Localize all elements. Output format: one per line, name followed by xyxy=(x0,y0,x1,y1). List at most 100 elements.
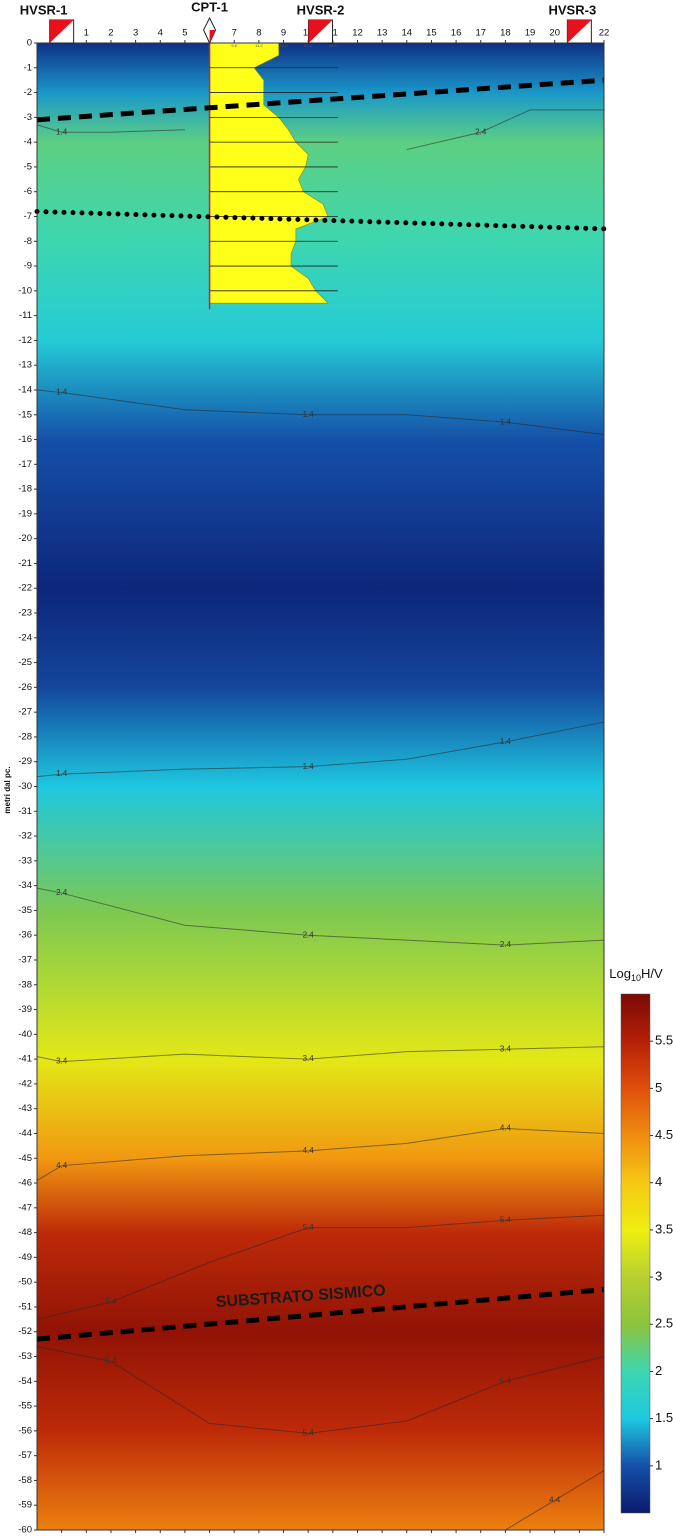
colorbar-title-end: H/V xyxy=(641,966,663,981)
y-tick-label: -19 xyxy=(18,508,32,519)
colorbar-tick-label: 2.5 xyxy=(655,1316,673,1331)
cpt-tick-label: 22.4 xyxy=(304,43,313,48)
y-tick-label: -17 xyxy=(18,459,32,470)
y-tick-label: -24 xyxy=(18,632,32,643)
contour-line xyxy=(36,389,605,436)
cpt-marker-fill xyxy=(209,30,216,43)
colorbar-tick-label: 4.5 xyxy=(655,1127,673,1142)
contour-label: 3.4 xyxy=(56,1057,68,1066)
x-tick-label: 16 xyxy=(451,28,462,39)
cpt-tick-label: 11.2 xyxy=(255,43,263,48)
contour-label: 4.4 xyxy=(303,1146,315,1155)
y-tick-label: -20 xyxy=(18,533,32,544)
y-tick-label: -60 xyxy=(18,1525,32,1536)
contour-label: 5.4 xyxy=(303,1428,315,1437)
contour-label: 3.4 xyxy=(500,1044,512,1053)
contour-label: 1.4 xyxy=(500,737,512,746)
hvsr-marker-flag xyxy=(308,20,333,43)
x-tick-label: 8 xyxy=(256,28,261,39)
y-tick-label: -45 xyxy=(18,1153,32,1164)
y-tick-label: -57 xyxy=(18,1450,32,1461)
y-tick-label: -35 xyxy=(18,905,32,916)
y-tick-label: -4 xyxy=(24,137,32,148)
y-tick-label: -18 xyxy=(18,484,32,495)
field-band xyxy=(37,687,604,787)
field-band xyxy=(37,910,604,1060)
x-tick-label: 9 xyxy=(281,28,286,39)
contour-label: 1.4 xyxy=(56,388,68,397)
y-tick-label: -37 xyxy=(18,954,32,965)
y-tick-label: -48 xyxy=(18,1227,32,1238)
y-tick-label: -29 xyxy=(18,756,32,767)
contour-label: 3.4 xyxy=(303,1054,315,1063)
y-tick-label: -21 xyxy=(18,558,32,569)
y-tick-label: -52 xyxy=(18,1326,32,1337)
x-tick-label: 1 xyxy=(84,28,89,39)
colorbar-title-main: Log xyxy=(609,966,631,981)
y-tick-label: -2 xyxy=(24,87,32,98)
y-tick-label: -12 xyxy=(18,335,32,346)
y-tick-label: -59 xyxy=(18,1500,32,1511)
y-tick-label: -36 xyxy=(18,930,32,941)
y-tick-label: -39 xyxy=(18,1004,32,1015)
y-tick-label: -49 xyxy=(18,1252,32,1263)
y-tick-label: -10 xyxy=(18,285,32,296)
marker-label: CPT-1 xyxy=(191,0,228,14)
colorbar-tick-label: 1 xyxy=(655,1457,662,1472)
y-tick-label: -28 xyxy=(18,731,32,742)
y-tick-label: -7 xyxy=(24,211,32,222)
x-tick-label: 12 xyxy=(352,28,363,39)
contour-label: 1.4 xyxy=(500,417,512,426)
y-tick-label: -43 xyxy=(18,1103,32,1114)
y-tick-label: 0 xyxy=(27,38,32,49)
contour-label: 4.4 xyxy=(500,1124,512,1133)
x-tick-label: 19 xyxy=(525,28,536,39)
y-tick-label: -54 xyxy=(18,1376,32,1387)
x-tick-label: 20 xyxy=(549,28,560,39)
contour-line xyxy=(36,1346,605,1434)
y-tick-label: -1 xyxy=(24,62,32,73)
y-tick-label: -55 xyxy=(18,1401,32,1412)
colorbar-title: Log10H/V xyxy=(609,966,663,983)
colorbar-tick-label: 4 xyxy=(655,1174,662,1189)
contour-line xyxy=(36,721,605,778)
y-tick-label: -53 xyxy=(18,1351,32,1362)
y-tick-label: -23 xyxy=(18,608,32,619)
y-tick-label: -14 xyxy=(18,384,32,395)
contour-label: 5.4 xyxy=(500,1215,512,1224)
cpt-tick-label: 16.8 xyxy=(280,43,289,48)
y-tick-label: -27 xyxy=(18,707,32,718)
y-axis-label: metri dal pc. xyxy=(3,766,12,813)
contour-line xyxy=(36,1046,605,1063)
y-tick-label: -56 xyxy=(18,1425,32,1436)
y-tick-label: -44 xyxy=(18,1128,32,1139)
contour-label: 5.4 xyxy=(303,1223,315,1232)
y-tick-label: -31 xyxy=(18,806,32,817)
colorbar-tick-label: 3 xyxy=(655,1269,662,1284)
y-tick-label: -9 xyxy=(24,261,32,272)
y-tick-label: -8 xyxy=(24,236,32,247)
marker-label: HVSR-2 xyxy=(297,2,345,17)
x-tick-label: 22 xyxy=(599,28,610,39)
marker-label: HVSR-1 xyxy=(20,2,68,17)
contour-label: 4.4 xyxy=(56,1161,68,1170)
colorbar-tick-label: 5 xyxy=(655,1080,662,1095)
contour-label: 2.4 xyxy=(500,940,512,949)
field-band xyxy=(37,439,604,589)
y-tick-label: -50 xyxy=(18,1277,32,1288)
contour-label: 1.4 xyxy=(56,769,68,778)
marker-label: HVSR-3 xyxy=(549,2,597,17)
contour-label: 2.4 xyxy=(475,127,487,136)
y-tick-label: -30 xyxy=(18,781,32,792)
y-tick-label: -34 xyxy=(18,880,32,891)
colorbar-tick-label: 1.5 xyxy=(655,1410,673,1425)
contour-label: 5.4 xyxy=(500,1376,512,1385)
field-band xyxy=(37,340,604,441)
field-band xyxy=(37,588,604,688)
cpt-tick-label: 5.6 xyxy=(231,43,237,48)
contour-line xyxy=(36,124,185,133)
y-tick-label: -13 xyxy=(18,360,32,371)
contour-label: 5.4 xyxy=(105,1357,117,1366)
